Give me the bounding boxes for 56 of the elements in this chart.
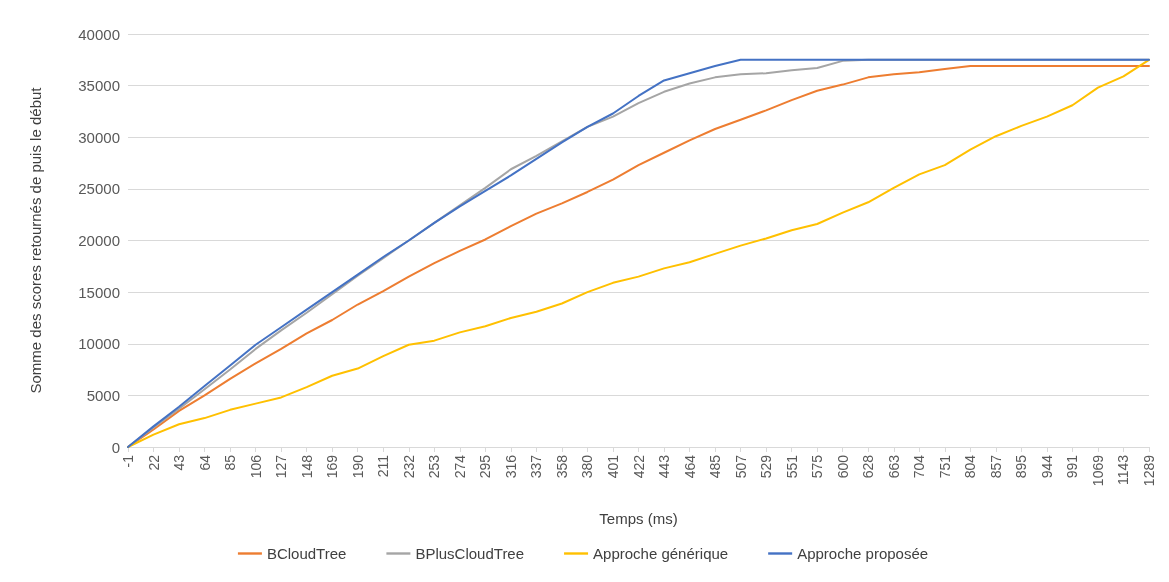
x-tick-label: 857 bbox=[987, 454, 1004, 479]
x-tick-label: 443 bbox=[656, 454, 673, 479]
x-tick-label: 1289 bbox=[1141, 454, 1157, 487]
x-tick-label: 22 bbox=[145, 454, 162, 471]
y-tick-label: 15000 bbox=[78, 283, 120, 301]
x-tick-label: 663 bbox=[885, 454, 902, 479]
x-tick-label: 1069 bbox=[1089, 454, 1106, 487]
x-tick-label: 464 bbox=[681, 454, 698, 479]
x-tick-label: 1143 bbox=[1115, 454, 1132, 486]
x-tick-label: 43 bbox=[171, 454, 188, 471]
y-tick-label: 35000 bbox=[78, 77, 120, 95]
x-tick-label: 337 bbox=[528, 454, 545, 479]
y-tick-label: 20000 bbox=[78, 232, 120, 249]
x-axis-title: Temps (ms) bbox=[599, 510, 678, 527]
x-tick-label: 232 bbox=[400, 454, 417, 479]
x-tick-label: 575 bbox=[809, 454, 826, 479]
x-tick-label: 895 bbox=[1013, 454, 1030, 479]
x-tick-label: 253 bbox=[426, 454, 443, 479]
x-tick-label: 485 bbox=[707, 454, 724, 479]
x-tick-label: 751 bbox=[936, 454, 953, 479]
x-tick-label: 991 bbox=[1064, 454, 1081, 479]
x-tick-label: 127 bbox=[273, 454, 290, 479]
x-tick-label: 422 bbox=[630, 454, 647, 479]
x-tick-label: 295 bbox=[477, 454, 494, 479]
legend-label: BCloudTree bbox=[266, 545, 347, 562]
x-tick-label: 507 bbox=[732, 454, 749, 479]
y-tick-label: 25000 bbox=[78, 180, 120, 198]
y-tick-label: 40000 bbox=[78, 25, 120, 43]
x-tick-label: 190 bbox=[349, 454, 366, 479]
y-axis-title: Somme des scores retournés de puis le début bbox=[27, 86, 44, 394]
x-tick-label: 551 bbox=[783, 454, 800, 479]
x-tick-label: 148 bbox=[298, 454, 315, 479]
x-tick-label: 628 bbox=[860, 454, 877, 479]
y-tick-label: 5000 bbox=[86, 386, 120, 404]
x-tick-label: 600 bbox=[834, 454, 851, 479]
x-tick-label: 529 bbox=[758, 454, 775, 479]
x-tick-label: 944 bbox=[1038, 454, 1055, 479]
x-tick-label: 169 bbox=[324, 454, 341, 479]
x-tick-label: 804 bbox=[962, 454, 979, 479]
x-tick-label: 316 bbox=[502, 454, 519, 479]
legend-label: Approche générique bbox=[593, 545, 729, 562]
x-tick-label: 106 bbox=[247, 454, 264, 479]
x-tick-label: 358 bbox=[553, 454, 570, 479]
y-tick-label: 0 bbox=[111, 438, 120, 456]
x-tick-label: -1 bbox=[120, 454, 136, 468]
x-tick-label: 211 bbox=[375, 454, 392, 478]
x-tick-label: 380 bbox=[579, 454, 596, 479]
x-tick-label: 704 bbox=[911, 454, 928, 479]
x-tick-label: 64 bbox=[196, 454, 213, 471]
y-tick-label: 30000 bbox=[78, 128, 120, 146]
x-tick-label: 401 bbox=[604, 454, 621, 479]
x-tick-label: 274 bbox=[451, 454, 468, 479]
legend-label: Approche proposée bbox=[797, 545, 929, 562]
legend-label: BPlusCloudTree bbox=[415, 545, 525, 562]
x-tick-label: 85 bbox=[222, 454, 239, 471]
y-tick-label: 10000 bbox=[78, 335, 120, 353]
